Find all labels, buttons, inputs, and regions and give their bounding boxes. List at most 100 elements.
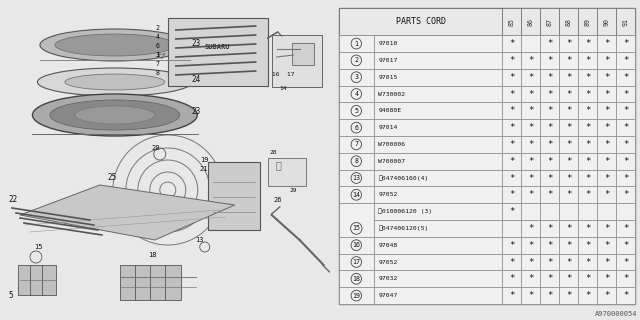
Bar: [374, 253, 502, 270]
Text: *: *: [547, 190, 552, 199]
Text: *: *: [585, 73, 591, 82]
Text: *: *: [604, 140, 609, 149]
Bar: [135, 265, 151, 300]
Text: *: *: [528, 90, 534, 99]
Text: *: *: [566, 39, 572, 48]
Bar: [165, 265, 180, 300]
Text: *: *: [528, 190, 534, 199]
Text: *: *: [528, 291, 534, 300]
Text: *: *: [547, 241, 552, 250]
Bar: [502, 220, 522, 237]
Bar: [540, 253, 559, 270]
Bar: [559, 220, 579, 237]
Text: *: *: [604, 73, 609, 82]
Bar: [579, 253, 597, 270]
Bar: [559, 203, 579, 220]
Bar: [502, 35, 522, 52]
Text: *: *: [566, 140, 572, 149]
Bar: [597, 8, 616, 35]
Text: *: *: [547, 39, 552, 48]
Text: *: *: [509, 90, 515, 99]
Bar: [42, 265, 56, 295]
Bar: [339, 186, 374, 203]
Text: *: *: [528, 73, 534, 82]
Text: *: *: [547, 123, 552, 132]
Bar: [502, 136, 522, 153]
Bar: [616, 237, 636, 253]
Text: 97052: 97052: [378, 192, 397, 197]
Bar: [18, 265, 32, 295]
Text: SUBARU: SUBARU: [205, 44, 230, 50]
Text: 97048: 97048: [378, 243, 397, 248]
Text: *: *: [509, 73, 515, 82]
Bar: [616, 119, 636, 136]
Text: *: *: [623, 224, 628, 233]
Bar: [579, 270, 597, 287]
Bar: [522, 8, 540, 35]
Bar: [522, 69, 540, 85]
Bar: [579, 136, 597, 153]
Bar: [374, 186, 502, 203]
Ellipse shape: [33, 94, 197, 136]
Text: PARTS CORD: PARTS CORD: [396, 17, 445, 26]
Text: 1: 1: [155, 52, 159, 58]
Bar: [579, 153, 597, 170]
Bar: [597, 69, 616, 85]
Text: W730002: W730002: [378, 92, 406, 97]
Bar: [540, 203, 559, 220]
Text: *: *: [509, 190, 515, 199]
Text: *: *: [528, 123, 534, 132]
Text: *: *: [623, 140, 628, 149]
Text: *: *: [623, 39, 628, 48]
Text: *: *: [547, 106, 552, 115]
Bar: [339, 85, 374, 102]
Bar: [579, 85, 597, 102]
Bar: [374, 69, 502, 85]
Bar: [374, 153, 502, 170]
Bar: [339, 203, 374, 237]
Bar: [579, 35, 597, 52]
Text: 89: 89: [585, 18, 591, 26]
Bar: [522, 52, 540, 69]
Ellipse shape: [40, 29, 190, 61]
Text: *: *: [604, 173, 609, 182]
Bar: [540, 119, 559, 136]
Text: 97017: 97017: [378, 58, 397, 63]
Text: 6: 6: [355, 124, 358, 131]
Bar: [502, 170, 522, 186]
Text: *: *: [547, 90, 552, 99]
Text: A970000054: A970000054: [595, 311, 637, 317]
Text: 5: 5: [8, 291, 13, 300]
Bar: [616, 186, 636, 203]
Bar: [616, 52, 636, 69]
Text: *: *: [604, 291, 609, 300]
Bar: [339, 253, 374, 270]
Bar: [540, 102, 559, 119]
Bar: [339, 237, 374, 253]
Text: 3: 3: [156, 52, 160, 58]
Text: 97032: 97032: [378, 276, 397, 281]
Bar: [374, 102, 502, 119]
Bar: [540, 85, 559, 102]
Polygon shape: [20, 185, 235, 240]
Bar: [616, 287, 636, 304]
Bar: [502, 119, 522, 136]
Text: 7: 7: [355, 141, 358, 148]
Bar: [374, 35, 502, 52]
Text: *: *: [566, 56, 572, 65]
Bar: [374, 136, 502, 153]
Bar: [339, 52, 374, 69]
Text: 19: 19: [200, 157, 208, 163]
Bar: [374, 287, 502, 304]
Text: *: *: [623, 190, 628, 199]
Bar: [339, 153, 374, 170]
Text: *: *: [623, 90, 628, 99]
Bar: [339, 35, 374, 52]
Bar: [616, 203, 636, 220]
Text: *: *: [528, 173, 534, 182]
Bar: [597, 85, 616, 102]
Text: *: *: [528, 106, 534, 115]
Bar: [579, 220, 597, 237]
Bar: [522, 186, 540, 203]
Bar: [559, 270, 579, 287]
